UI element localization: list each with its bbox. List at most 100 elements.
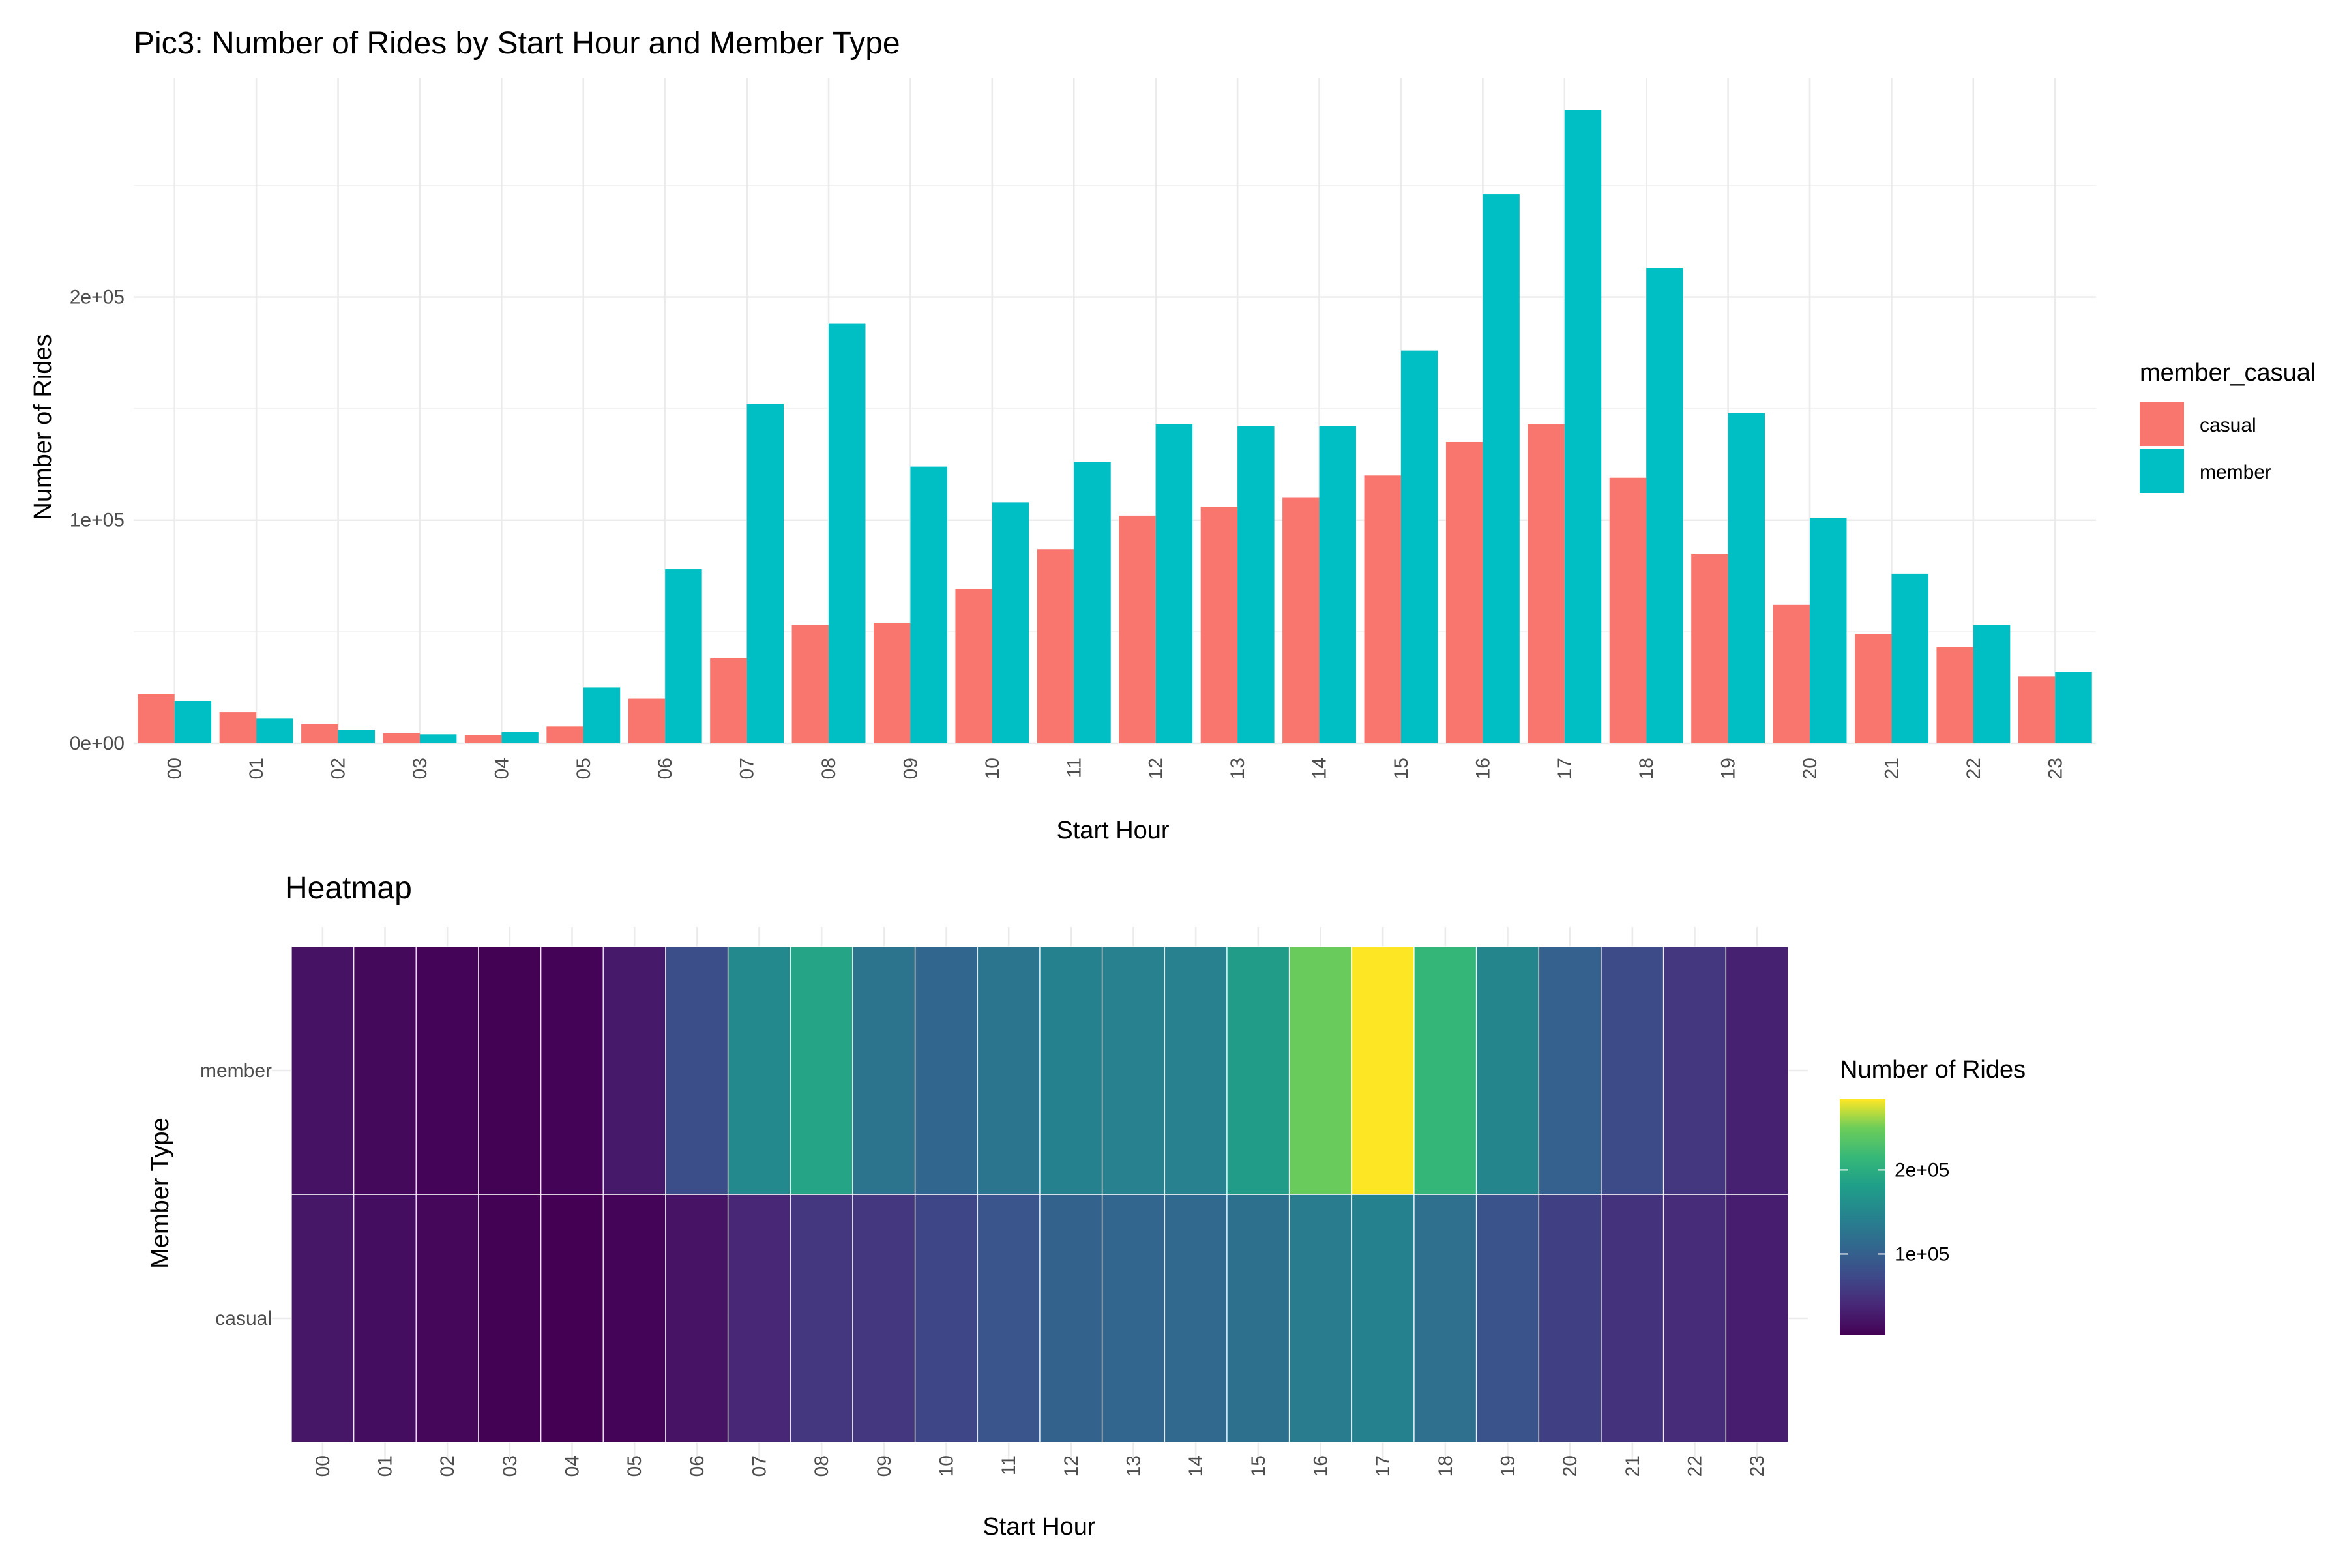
x-tick-label: 22 — [1963, 758, 1985, 779]
heatmap-cell-casual-13 — [1101, 1194, 1166, 1443]
heatmap-cell-casual-16 — [1288, 1194, 1353, 1443]
y-tick-label: 1e+05 — [70, 510, 125, 531]
bar-casual-14 — [1282, 497, 1320, 743]
x-tick-label: 21 — [1881, 758, 1902, 779]
bar-member-07 — [746, 404, 784, 743]
heatmap-cell-member-15 — [1226, 946, 1290, 1195]
bar-casual-22 — [1936, 647, 1973, 743]
bar-casual-03 — [383, 733, 420, 743]
bar-member-02 — [338, 730, 375, 743]
heatmap-cell-casual-03 — [478, 1194, 542, 1443]
heatmap-cell-casual-05 — [602, 1194, 666, 1443]
x-tick-label: 07 — [737, 758, 758, 779]
bar-casual-19 — [1691, 554, 1728, 743]
x-tick-label: 09 — [900, 758, 921, 779]
bar-member-18 — [1646, 268, 1683, 743]
heatmap-x-tick-label: 03 — [499, 1455, 521, 1477]
bar-member-20 — [1810, 518, 1847, 743]
bar-casual-20 — [1773, 604, 1810, 743]
heatmap-cell-member-01 — [353, 946, 417, 1195]
heatmap-cell-member-09 — [852, 946, 916, 1195]
heatmap-cell-casual-21 — [1601, 1194, 1664, 1443]
heatmap-cell-casual-04 — [540, 1194, 604, 1443]
bar-casual-09 — [874, 623, 911, 743]
x-tick-label: 01 — [246, 758, 267, 779]
y-tick-label: 0e+00 — [70, 733, 125, 754]
bar-casual-05 — [546, 726, 583, 743]
x-tick-label: 20 — [1799, 758, 1821, 779]
heatmap-x-tick-label: 16 — [1310, 1455, 1332, 1477]
heatmap-cell-member-10 — [914, 946, 979, 1195]
heatmap-x-tick-label: 12 — [1061, 1455, 1082, 1477]
heatmap-cell-member-08 — [790, 946, 853, 1195]
x-tick-label: 00 — [164, 758, 186, 779]
heatmap-cell-casual-00 — [291, 1194, 355, 1443]
heatmap-cell-casual-01 — [353, 1194, 417, 1443]
bar-casual-02 — [301, 724, 338, 743]
bar-casual-15 — [1364, 475, 1401, 743]
heatmap-cell-casual-17 — [1351, 1194, 1415, 1443]
heatmap-x-tick-label: 01 — [375, 1455, 396, 1477]
y-tick-label: 2e+05 — [70, 286, 125, 308]
x-tick-label: 08 — [818, 758, 840, 779]
colorbar-ticks: 1e+05 2e+05 — [1840, 1159, 1949, 1265]
heatmap-title: Heatmap — [285, 871, 412, 906]
heatmap-cell-member-00 — [291, 946, 355, 1195]
bar-member-21 — [1891, 573, 1928, 743]
heatmap-cell-member-13 — [1101, 946, 1166, 1195]
bar-member-09 — [910, 466, 947, 743]
heatmap-x-tick-label: 17 — [1372, 1455, 1394, 1477]
bar-member-10 — [992, 502, 1029, 743]
heatmap-cell-casual-15 — [1226, 1194, 1290, 1443]
bar-casual-17 — [1528, 424, 1565, 743]
heatmap-x-tick-label: 05 — [624, 1455, 645, 1477]
bar-member-01 — [256, 718, 293, 743]
heatmap-cell-member-20 — [1538, 946, 1602, 1195]
legend-label-casual: casual — [2200, 415, 2256, 436]
heatmap-cell-casual-22 — [1662, 1194, 1727, 1443]
bar-member-13 — [1237, 426, 1275, 743]
bar-casual-01 — [219, 712, 257, 743]
heatmap-cell-casual-12 — [1039, 1194, 1103, 1443]
heatmap-cell-member-23 — [1725, 946, 1789, 1195]
heatmap-cell-casual-09 — [852, 1194, 916, 1443]
x-tick-label: 02 — [328, 758, 349, 779]
bar-chart: Pic3: Number of Rides by Start Hour and … — [29, 26, 2316, 844]
heatmap-cell-casual-14 — [1164, 1194, 1228, 1443]
heatmap-x-axis-title: Start Hour — [982, 1513, 1096, 1541]
heatmap-cell-member-12 — [1039, 946, 1103, 1195]
heatmap-cell-member-06 — [665, 946, 729, 1195]
heatmap-cell-member-14 — [1164, 946, 1228, 1195]
heatmap-cell-casual-20 — [1538, 1194, 1602, 1443]
bar-casual-07 — [710, 658, 747, 743]
x-tick-label: 12 — [1145, 758, 1167, 779]
bar-member-08 — [829, 323, 866, 744]
x-tick-label: 05 — [573, 758, 595, 779]
bar-chart-y-axis-title: Number of Rides — [29, 334, 57, 520]
colorbar-tick-label: 2e+05 — [1895, 1159, 1949, 1181]
heatmap-y-tick-label: member — [200, 1060, 272, 1082]
heatmap-cell-member-21 — [1601, 946, 1664, 1195]
heatmap-cell-casual-23 — [1725, 1194, 1789, 1443]
bar-casual-11 — [1037, 549, 1074, 743]
heatmap-cell-casual-11 — [977, 1194, 1041, 1443]
x-tick-label: 06 — [655, 758, 676, 779]
colorbar-gradient — [1840, 1099, 1885, 1335]
heatmap-cell-member-17 — [1351, 946, 1415, 1195]
heatmap-x-tick-label: 13 — [1123, 1455, 1145, 1477]
heatmap-x-tick-label: 20 — [1559, 1455, 1581, 1477]
heatmap-cell-casual-18 — [1413, 1194, 1477, 1443]
heatmap-x-tick-label: 04 — [562, 1455, 583, 1477]
heatmap-x-tick-label: 07 — [749, 1455, 771, 1477]
heatmap-x-tick-label: 18 — [1435, 1455, 1456, 1477]
legend-key-member — [2140, 449, 2184, 493]
bar-member-19 — [1728, 413, 1765, 743]
heatmap-cell-member-11 — [977, 946, 1041, 1195]
bar-casual-04 — [464, 735, 502, 743]
heatmap-cell-member-16 — [1288, 946, 1353, 1195]
heatmap-cell-casual-08 — [790, 1194, 853, 1443]
bar-chart-y-ticks: 0e+00 1e+05 2e+05 — [70, 286, 125, 754]
